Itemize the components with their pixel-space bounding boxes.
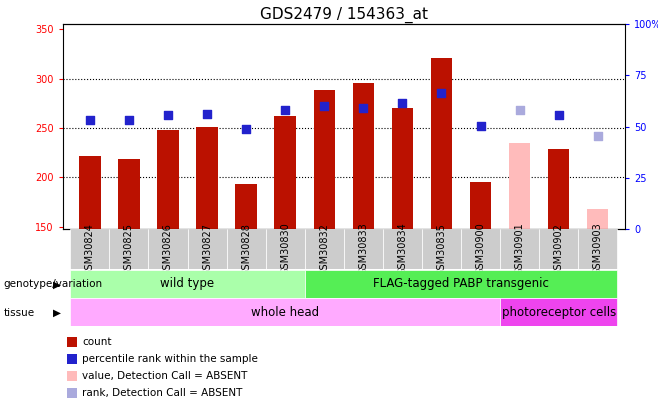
Bar [587, 209, 609, 229]
Text: rank, Detection Call = ABSENT: rank, Detection Call = ABSENT [82, 388, 243, 398]
Bar [461, 229, 500, 269]
Bar [149, 229, 188, 269]
Text: count: count [82, 337, 112, 347]
Point [241, 126, 251, 132]
Text: GSM30828: GSM30828 [241, 223, 251, 275]
Text: GSM30834: GSM30834 [397, 223, 407, 275]
Point [358, 105, 368, 111]
Bar [70, 298, 500, 326]
Text: value, Detection Call = ABSENT: value, Detection Call = ABSENT [82, 371, 247, 381]
Bar [500, 298, 617, 326]
Point [553, 112, 564, 118]
Bar [70, 270, 305, 298]
Bar [422, 229, 461, 269]
Title: GDS2479 / 154363_at: GDS2479 / 154363_at [260, 7, 428, 23]
Text: photoreceptor cells: photoreceptor cells [501, 306, 616, 319]
Text: whole head: whole head [251, 306, 319, 319]
Text: GSM30833: GSM30833 [359, 223, 368, 275]
Point [592, 133, 603, 139]
Bar [313, 90, 335, 229]
Text: ▶: ▶ [53, 279, 61, 289]
Bar [274, 116, 296, 229]
Bar [305, 270, 617, 298]
Point [124, 117, 134, 124]
Text: GSM30900: GSM30900 [476, 223, 486, 275]
Text: GSM30824: GSM30824 [85, 223, 95, 275]
Bar [188, 229, 226, 269]
Bar [79, 156, 101, 229]
Text: GSM30827: GSM30827 [202, 223, 212, 275]
Bar [578, 229, 617, 269]
Bar [266, 229, 305, 269]
Bar [431, 58, 452, 229]
Text: GSM30901: GSM30901 [515, 223, 524, 275]
Point [397, 100, 408, 107]
Bar [109, 229, 149, 269]
Point [319, 103, 330, 109]
Bar [383, 229, 422, 269]
Text: tissue: tissue [3, 308, 34, 318]
Bar [118, 159, 139, 229]
Bar [392, 108, 413, 229]
Bar [196, 127, 218, 229]
Point [163, 112, 173, 118]
Text: GSM30903: GSM30903 [593, 223, 603, 275]
Text: GSM30825: GSM30825 [124, 223, 134, 275]
Text: wild type: wild type [161, 277, 215, 290]
Point [280, 107, 290, 113]
Bar [500, 229, 539, 269]
Bar [157, 130, 179, 229]
Text: genotype/variation: genotype/variation [3, 279, 103, 289]
Bar [343, 229, 383, 269]
Bar [353, 83, 374, 229]
Text: GSM30832: GSM30832 [319, 223, 329, 275]
Bar [509, 143, 530, 229]
Point [515, 107, 525, 113]
Text: ▶: ▶ [53, 308, 61, 318]
Point [436, 90, 447, 97]
Bar [305, 229, 344, 269]
Bar [470, 182, 492, 229]
Bar [226, 229, 266, 269]
Text: GSM30835: GSM30835 [436, 223, 447, 275]
Text: GSM30902: GSM30902 [553, 223, 564, 275]
Bar [236, 184, 257, 229]
Text: FLAG-tagged PABP transgenic: FLAG-tagged PABP transgenic [373, 277, 549, 290]
Text: GSM30826: GSM30826 [163, 223, 173, 275]
Bar [548, 149, 569, 229]
Point [85, 117, 95, 124]
Point [475, 123, 486, 129]
Bar [70, 229, 109, 269]
Bar [539, 229, 578, 269]
Text: percentile rank within the sample: percentile rank within the sample [82, 354, 258, 364]
Text: GSM30830: GSM30830 [280, 223, 290, 275]
Point [202, 111, 213, 117]
